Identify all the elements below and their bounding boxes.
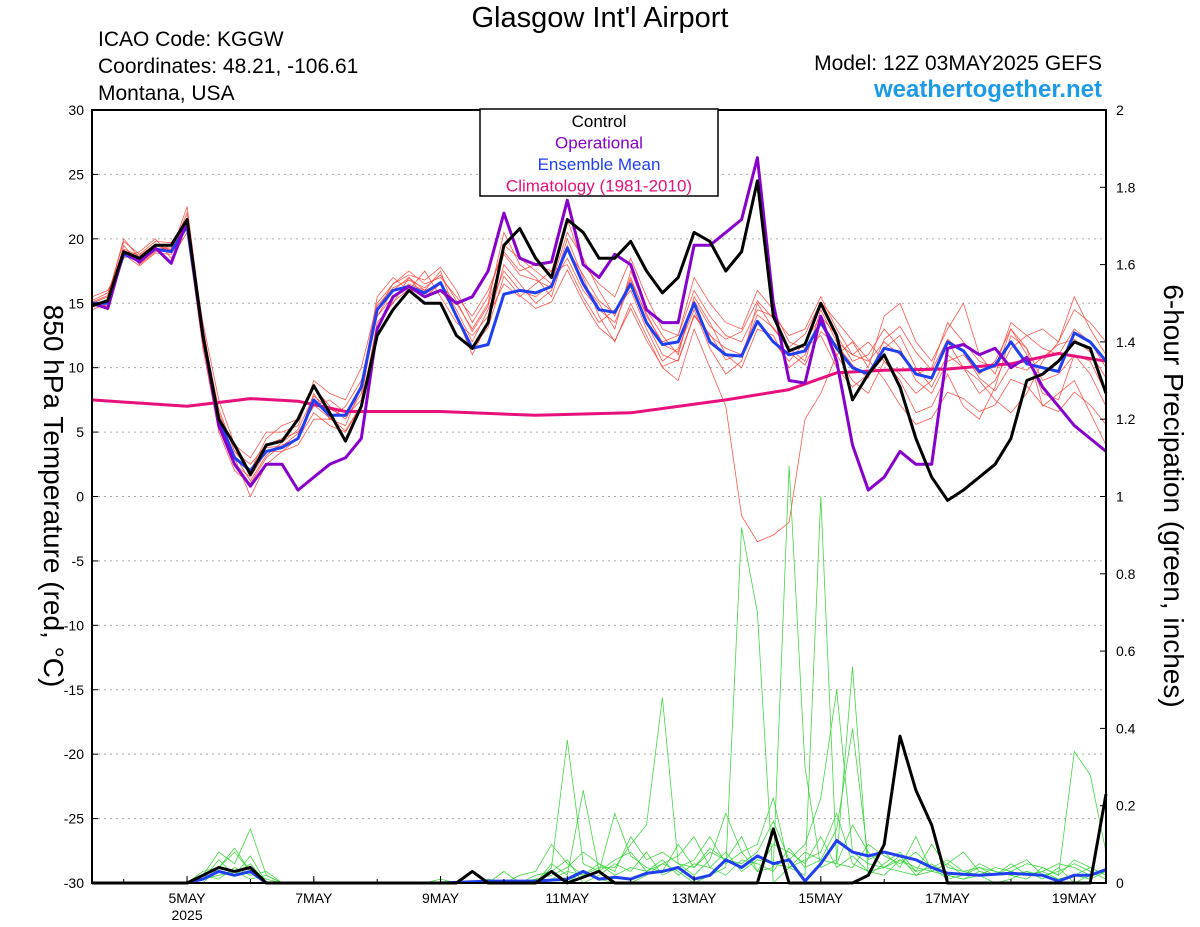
precip-member-line [92,728,1107,884]
legend-entry: Control [572,112,627,131]
y-tick-label: -20 [64,746,84,762]
precip-member-line [92,465,1107,884]
x-tick-sublabel: 2025 [171,907,202,923]
precip-member-line [92,689,1107,884]
model-run: Model: 12Z 03MAY2025 GEFS [814,52,1102,75]
gridlines [92,173,1106,820]
temp-climatology-1981-2010-line [91,352,1107,417]
coordinates: Coordinates: 48.21, -106.61 [98,55,359,78]
icao-code: ICAO Code: KGGW [98,28,284,51]
y-tick-label: 20 [68,231,84,247]
x-tick-label: 19MAY [1052,890,1098,906]
precip-member-line [92,496,1107,884]
legend: Control Operational Ensemble Mean Climatolo… [479,108,719,197]
y-tick-label: 30 [68,102,84,118]
precip-members [92,465,1107,884]
y-tick-label: 10 [68,360,84,376]
temp-ensemble-meanline [92,224,1108,473]
temperature-member-line [91,225,1107,465]
y-tick-label: -10 [64,617,84,633]
temperature-member-line [91,231,1107,485]
x-tick-label: 15MAY [798,890,844,906]
y2-tick-label: 0.8 [1116,566,1136,582]
y-tick-label: 0 [76,489,84,505]
region: Montana, USA [98,82,235,105]
temperature-member-line [91,217,1107,482]
y2-tick-label: 2 [1116,102,1124,118]
y2-tick-label: 1.8 [1116,179,1136,195]
y2-tick-label: 1.2 [1116,411,1136,427]
main-series [91,156,1108,885]
legend-box [479,108,719,197]
temp-operationalline [91,156,1107,492]
y-tick-label: 5 [76,424,84,440]
temperature-member-line [91,218,1107,459]
chart-title: Glasgow Int'l Airport [471,2,729,34]
legend-entry: Climatology (1981-2010) [506,177,692,196]
y2-tick-label: 1 [1116,489,1124,505]
y-tick-label: -30 [64,875,84,891]
x-tick-label: 5MAY [169,890,207,906]
y2-ticks: 2 1.8 1.6 1.4 1.2 1 0.8 0.6 0.4 0.2 0 [1100,102,1136,891]
y-tick-label: 25 [68,166,84,182]
legend-entry: Ensemble Mean [538,155,661,174]
y2-axis-label: 6-hour Precipation (green, inches) [1158,284,1189,707]
site-link[interactable]: weathertogether.net [873,76,1102,103]
x-tick-label: 7MAY [295,890,333,906]
y-tick-label: -15 [64,682,84,698]
temperature-member-line [91,206,1107,543]
legend-entry: Operational [555,134,643,153]
temp-controlline [91,179,1108,502]
x-tick-label: 9MAY [422,890,460,906]
temperature-member-line [91,211,1107,472]
y2-tick-label: 0 [1116,875,1124,891]
y-axis-label: 850 hPa Temperature (red, °C) [38,305,69,688]
y2-tick-label: 0.4 [1116,720,1136,736]
y-tick-label: 15 [68,295,84,311]
y-tick-label: -5 [72,553,85,569]
precip-member-line [92,697,1107,884]
y-tick-label: -25 [64,811,84,827]
x-tick-label: 17MAY [925,890,971,906]
x-tick-label: 11MAY [545,890,589,906]
y2-tick-label: 1.4 [1116,334,1136,350]
precip-controlline [92,734,1108,885]
x-tick-label: 13MAY [672,890,718,906]
y2-tick-label: 0.2 [1116,798,1136,814]
y2-tick-label: 1.6 [1116,257,1136,273]
y2-tick-label: 0.6 [1116,643,1136,659]
y-ticks: 30 25 20 15 10 5 0 -5 -10 -15 -20 -25 -30 [64,102,98,891]
